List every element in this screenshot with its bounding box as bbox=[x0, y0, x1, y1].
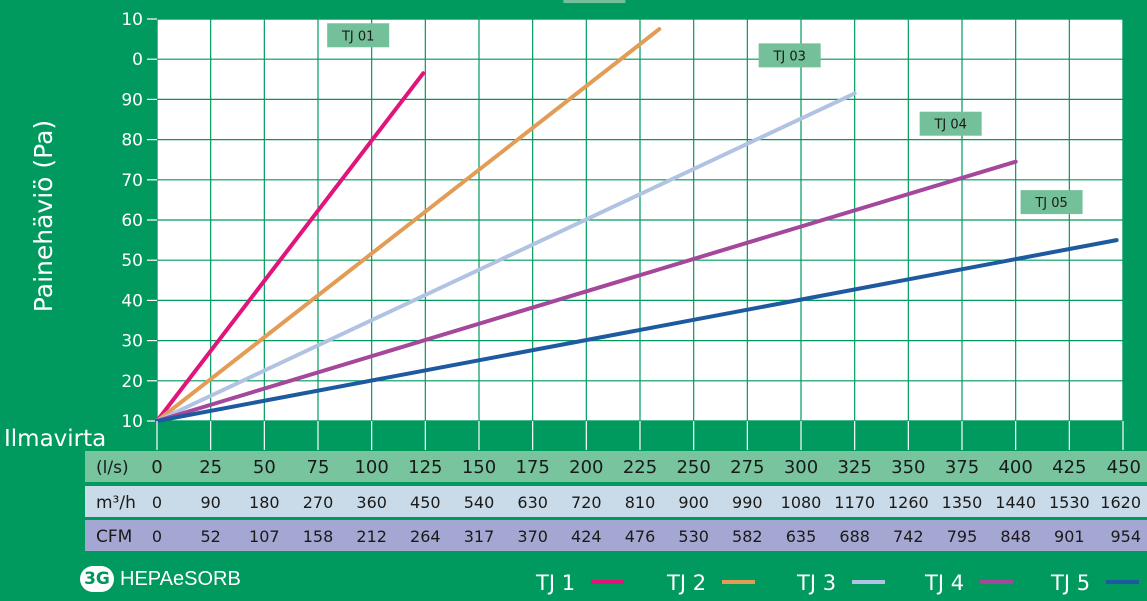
series-label: TJ 04 bbox=[933, 118, 966, 133]
x-tick-label: 1350 bbox=[942, 493, 983, 512]
x-tick-label: 270 bbox=[303, 493, 334, 512]
x-tick-label: 630 bbox=[517, 493, 548, 512]
x-tick-label: 25 bbox=[199, 457, 222, 478]
y-tick-label: 30 bbox=[121, 332, 143, 352]
brand: 3G HEPAeSORB bbox=[80, 566, 241, 592]
legend-label: TJ 3 bbox=[796, 571, 836, 595]
x-row-unit-label: m³/h bbox=[96, 493, 136, 513]
x-tick-label: 180 bbox=[249, 493, 280, 512]
x-axis-label: Ilmavirta bbox=[4, 426, 106, 452]
x-tick-label: 250 bbox=[676, 457, 710, 478]
x-tick-label: 0 bbox=[151, 457, 162, 478]
x-tick-label: 1260 bbox=[888, 493, 929, 512]
x-tick-label: 742 bbox=[893, 527, 924, 546]
x-tick-label: 1620 bbox=[1100, 493, 1141, 512]
y-tick-label: 0 bbox=[132, 50, 143, 70]
legend-label: TJ 1 bbox=[535, 571, 575, 595]
x-tick-label: 275 bbox=[730, 457, 764, 478]
y-axis: 10 20 30 40 50 60 70 80 90 0 10 bbox=[121, 10, 157, 432]
x-tick-label: 425 bbox=[1052, 457, 1086, 478]
x-axis-table: (l/s) 0 25 50 75 100 125 150 175 200 225 250 275 300 3… bbox=[85, 421, 1147, 551]
x-row-unit-label: (l/s) bbox=[96, 458, 129, 478]
x-tick-label: 1080 bbox=[781, 493, 822, 512]
x-tick-label: 158 bbox=[303, 527, 334, 546]
x-tick-label: 1440 bbox=[995, 493, 1036, 512]
x-tick-label: 75 bbox=[307, 457, 330, 478]
series-label: TJ 03 bbox=[772, 49, 805, 64]
x-tick-label: 720 bbox=[571, 493, 602, 512]
y-tick-label: 80 bbox=[121, 131, 143, 151]
series-label-box bbox=[563, 0, 625, 3]
x-tick-label: 360 bbox=[356, 493, 387, 512]
x-tick-label: 990 bbox=[732, 493, 763, 512]
x-tick-label: 1170 bbox=[834, 493, 875, 512]
x-tick-label: 450 bbox=[1107, 457, 1141, 478]
x-tick-label: 400 bbox=[998, 457, 1032, 478]
series-label: TJ 01 bbox=[341, 29, 374, 44]
x-tick-label: 900 bbox=[678, 493, 709, 512]
y-tick-label: 60 bbox=[121, 211, 143, 231]
brand-name: HEPAeSORB bbox=[120, 568, 241, 591]
x-tick-label: 90 bbox=[200, 493, 220, 512]
x-tick-label: 325 bbox=[837, 457, 871, 478]
x-tick-label: 107 bbox=[249, 527, 280, 546]
y-tick-label: 10 bbox=[121, 10, 143, 30]
x-row-band bbox=[85, 520, 1147, 551]
x-tick-label: 424 bbox=[571, 527, 602, 546]
y-tick-label: 40 bbox=[121, 291, 143, 311]
x-row-band bbox=[85, 451, 1147, 482]
x-tick-label: 848 bbox=[1000, 527, 1031, 546]
x-tick-label: 150 bbox=[462, 457, 496, 478]
series-label: TJ 05 bbox=[1034, 196, 1067, 211]
x-tick-label: 540 bbox=[464, 493, 495, 512]
x-tick-label: 375 bbox=[945, 457, 979, 478]
y-tick-label: 10 bbox=[121, 412, 143, 432]
x-tick-label: 300 bbox=[784, 457, 818, 478]
x-tick-label: 200 bbox=[569, 457, 603, 478]
y-tick-label: 70 bbox=[121, 171, 143, 191]
x-tick-label: 1530 bbox=[1049, 493, 1090, 512]
legend-label: TJ 2 bbox=[666, 571, 706, 595]
x-tick-label: 635 bbox=[786, 527, 817, 546]
x-tick-label: 582 bbox=[732, 527, 763, 546]
x-tick-label: 125 bbox=[408, 457, 442, 478]
x-tick-label: 0 bbox=[152, 527, 162, 546]
x-row-band bbox=[85, 486, 1147, 517]
x-tick-label: 901 bbox=[1054, 527, 1085, 546]
x-tick-label: 370 bbox=[517, 527, 548, 546]
x-tick-label: 225 bbox=[623, 457, 657, 478]
x-tick-label: 688 bbox=[839, 527, 870, 546]
x-tick-label: 795 bbox=[947, 527, 978, 546]
x-tick-label: 317 bbox=[464, 527, 495, 546]
x-tick-label: 954 bbox=[1110, 527, 1141, 546]
y-tick-label: 20 bbox=[121, 372, 143, 392]
x-tick-label: 175 bbox=[515, 457, 549, 478]
x-tick-label: 0 bbox=[152, 493, 162, 512]
legend-label: TJ 4 bbox=[924, 571, 964, 595]
x-tick-label: 450 bbox=[410, 493, 441, 512]
x-tick-label: 530 bbox=[678, 527, 709, 546]
x-tick-label: 52 bbox=[200, 527, 220, 546]
x-tick-label: 212 bbox=[356, 527, 387, 546]
x-tick-label: 810 bbox=[625, 493, 656, 512]
y-tick-label: 90 bbox=[121, 90, 143, 110]
brand-logo: 3G bbox=[80, 566, 114, 592]
x-tick-label: 100 bbox=[354, 457, 388, 478]
y-axis-label: Painehäviö (Pa) bbox=[29, 120, 58, 312]
y-tick-label: 50 bbox=[121, 251, 143, 271]
x-tick-label: 350 bbox=[891, 457, 925, 478]
x-tick-label: 50 bbox=[253, 457, 276, 478]
legend: TJ 1 TJ 2 TJ 3 TJ 4 TJ 5 bbox=[535, 571, 1139, 595]
x-tick-label: 476 bbox=[625, 527, 656, 546]
legend-label: TJ 5 bbox=[1050, 571, 1090, 595]
x-row-unit-label: CFM bbox=[96, 527, 132, 547]
x-tick-label: 264 bbox=[410, 527, 441, 546]
